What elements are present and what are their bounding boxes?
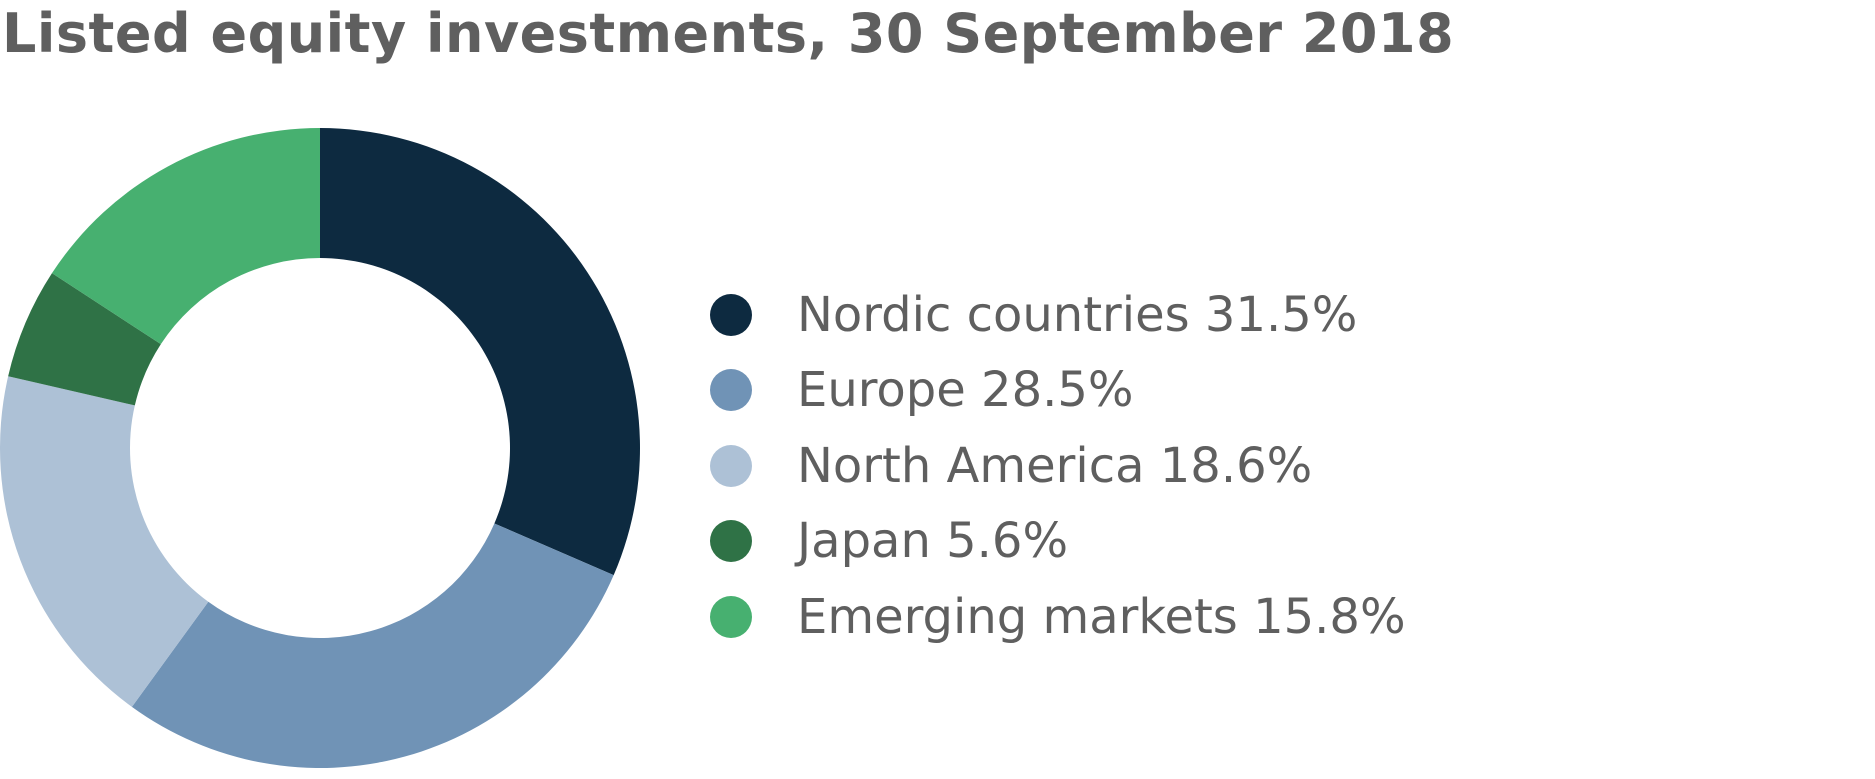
legend-swatch-north-america bbox=[710, 444, 752, 487]
legend-item-north-america: North America 18.6% bbox=[710, 428, 1406, 504]
legend-label-europe: Europe 28.5% bbox=[797, 362, 1134, 419]
legend-item-europe: Europe 28.5% bbox=[710, 353, 1406, 429]
donut-slice-europe bbox=[131, 523, 614, 768]
legend-label-emerging-markets: Emerging markets 15.8% bbox=[797, 588, 1406, 645]
legend-label-japan: Japan 5.6% bbox=[797, 513, 1069, 570]
legend-swatch-emerging-markets bbox=[710, 595, 752, 638]
donut-slice-north-america bbox=[0, 376, 209, 707]
legend-item-nordic-countries: Nordic countries 31.5% bbox=[710, 277, 1406, 353]
donut-chart bbox=[0, 128, 640, 768]
chart-legend: Nordic countries 31.5% Europe 28.5% Nort… bbox=[710, 277, 1406, 655]
legend-swatch-europe bbox=[710, 369, 752, 412]
chart-title: Listed equity investments, 30 September … bbox=[2, 2, 1455, 65]
donut-slice-emerging-markets bbox=[51, 128, 320, 345]
legend-swatch-japan bbox=[710, 520, 752, 563]
legend-item-emerging-markets: Emerging markets 15.8% bbox=[710, 579, 1406, 655]
legend-item-japan: Japan 5.6% bbox=[710, 504, 1406, 580]
legend-swatch-nordic-countries bbox=[710, 293, 752, 336]
legend-label-nordic-countries: Nordic countries 31.5% bbox=[797, 286, 1358, 343]
donut-slice-japan bbox=[8, 273, 161, 406]
donut-slice-nordic-countries bbox=[320, 128, 640, 576]
legend-label-north-america: North America 18.6% bbox=[797, 437, 1313, 494]
